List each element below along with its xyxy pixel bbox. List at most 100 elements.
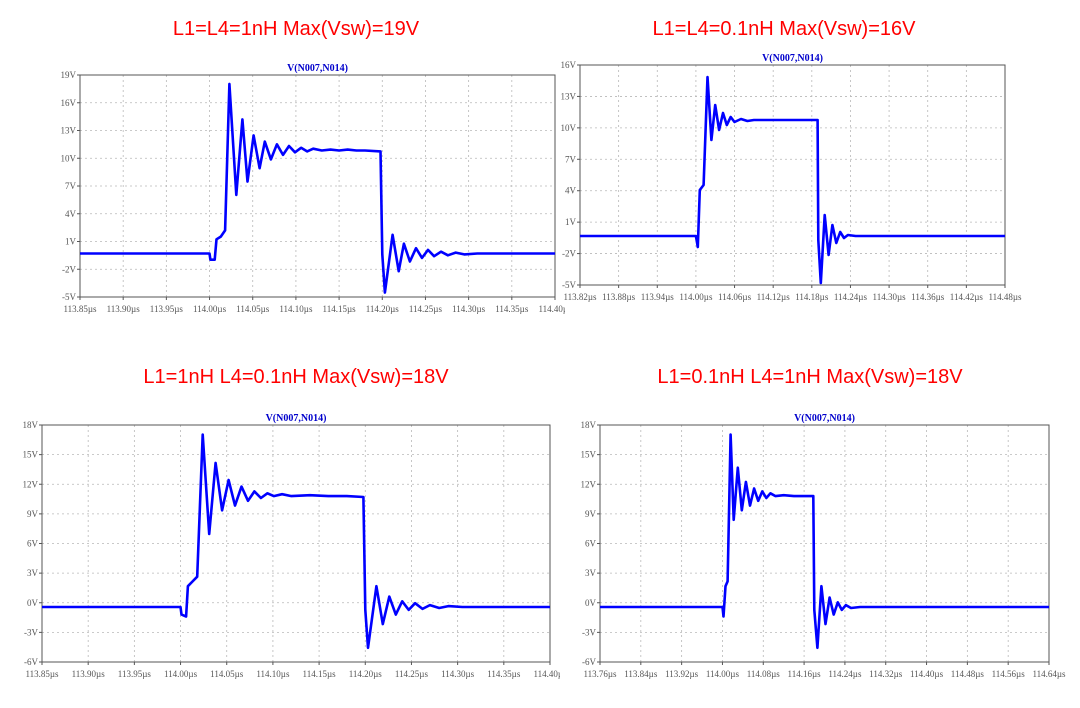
x-tick-label: 114.15µs <box>323 304 357 314</box>
signal-label: V(N007,N014) <box>762 53 823 64</box>
x-tick-label: 113.92µs <box>665 669 699 679</box>
x-tick-label: 114.12µs <box>757 292 791 302</box>
y-tick-label: 9V <box>27 509 39 519</box>
x-tick-label: 114.42µs <box>950 292 984 302</box>
y-tick-label: 9V <box>585 509 597 519</box>
y-tick-label: 7V <box>565 154 577 164</box>
x-tick-label: 114.36µs <box>911 292 945 302</box>
x-tick-label: 113.95µs <box>118 669 152 679</box>
waveform-chart: V(N007,N014) 18V 15V 12V 9V 6V 3V 0V -3V -6V 113.7… <box>581 413 1067 679</box>
x-tick-label: 114.05µs <box>236 304 270 314</box>
x-tick-label: 114.10µs <box>279 304 313 314</box>
x-tick-label: 114.30µs <box>441 669 475 679</box>
chart-heading: L1=L4=0.1nH Max(Vsw)=16V <box>652 18 916 40</box>
y-tick-label: 12V <box>581 479 597 489</box>
x-tick-label: 114.40µs <box>910 669 944 679</box>
x-tick-label: 114.24µs <box>828 669 862 679</box>
y-tick-label: 16V <box>61 98 77 108</box>
voltage-trace <box>80 82 555 294</box>
y-tick-label: 7V <box>65 181 77 191</box>
x-tick-label: 114.25µs <box>395 669 429 679</box>
x-tick-label: 114.40µs <box>538 304 565 314</box>
x-tick-label: 114.32µs <box>869 669 903 679</box>
x-tick-label: 114.24µs <box>834 292 868 302</box>
x-tick-label: 114.25µs <box>409 304 443 314</box>
chart-heading: L1=0.1nH L4=1nH Max(Vsw)=18V <box>657 366 963 388</box>
y-tick-label: 19V <box>61 70 77 80</box>
x-tick-label: 114.48µs <box>951 669 985 679</box>
x-tick-label: 114.00µs <box>679 292 713 302</box>
x-tick-label: 113.90µs <box>107 304 141 314</box>
x-tick-label: 114.35µs <box>495 304 529 314</box>
plot-frame <box>599 424 1050 663</box>
x-tick-label: 114.05µs <box>210 669 244 679</box>
waveform-chart: V(N007,N014) 16V 13V 10V 7V 4V 1V -2V -5V 113.82µ… <box>561 53 1023 302</box>
y-tick-label: -5V <box>62 292 76 302</box>
x-tick-label: 114.48µs <box>988 292 1022 302</box>
y-tick-label: 6V <box>27 539 39 549</box>
chart-heading: L1=L4=1nH Max(Vsw)=19V <box>172 18 420 40</box>
y-tick-label: 16V <box>561 60 577 70</box>
x-tick-label: 113.94µs <box>641 292 675 302</box>
y-tick-label: 13V <box>61 126 77 136</box>
plot-frame <box>579 64 1006 286</box>
signal-label: V(N007,N014) <box>794 413 855 424</box>
y-tick-label: -5V <box>562 280 576 290</box>
x-tick-label: 113.82µs <box>563 292 597 302</box>
plot-frame <box>79 74 556 298</box>
x-tick-label: 114.56µs <box>992 669 1026 679</box>
y-tick-label: 15V <box>581 450 597 460</box>
voltage-trace <box>42 433 550 650</box>
y-tick-label: 13V <box>561 91 577 101</box>
x-tick-label: 114.40µs <box>533 669 560 679</box>
x-tick-label: 114.35µs <box>487 669 521 679</box>
chart-heading: L1=1nH L4=0.1nH Max(Vsw)=18V <box>143 366 449 388</box>
voltage-trace <box>600 433 1049 650</box>
waveform-chart: V(N007,N014) 18V 15V 12V 9V 6V 3V 0V -3V -6V 113.8… <box>23 413 561 679</box>
x-tick-label: 113.88µs <box>602 292 636 302</box>
y-tick-label: -2V <box>62 264 76 274</box>
x-tick-label: 114.20µs <box>349 669 383 679</box>
x-tick-label: 114.00µs <box>706 669 740 679</box>
y-tick-label: 10V <box>561 123 577 133</box>
y-tick-label: -6V <box>24 657 38 667</box>
x-tick-label: 114.00µs <box>193 304 227 314</box>
voltage-trace <box>580 75 1005 285</box>
signal-label: V(N007,N014) <box>266 413 327 424</box>
y-tick-label: 18V <box>23 420 39 430</box>
y-tick-label: 6V <box>585 539 597 549</box>
x-tick-label: 113.85µs <box>63 304 97 314</box>
y-tick-label: 3V <box>585 568 597 578</box>
waveform-chart: V(N007,N014) 19V 16V 13V 10V 7V 4V 1V -2V -5V 113.… <box>61 63 566 314</box>
y-tick-label: 18V <box>581 420 597 430</box>
x-tick-label: 113.95µs <box>150 304 184 314</box>
y-tick-label: 4V <box>65 209 77 219</box>
y-tick-label: 0V <box>585 598 597 608</box>
y-tick-label: 1V <box>65 237 77 247</box>
y-tick-label: 12V <box>23 479 39 489</box>
signal-label: V(N007,N014) <box>287 63 348 74</box>
y-tick-label: -3V <box>24 627 38 637</box>
y-tick-label: -6V <box>582 657 596 667</box>
x-tick-label: 114.06µs <box>718 292 752 302</box>
y-tick-label: -3V <box>582 627 596 637</box>
x-tick-label: 113.90µs <box>72 669 106 679</box>
y-tick-label: 10V <box>61 153 77 163</box>
x-tick-label: 113.85µs <box>25 669 59 679</box>
x-tick-label: 114.10µs <box>256 669 290 679</box>
y-tick-label: 15V <box>23 450 39 460</box>
plot-frame <box>41 424 551 663</box>
x-tick-label: 114.30µs <box>452 304 486 314</box>
x-tick-label: 114.20µs <box>366 304 400 314</box>
y-tick-label: 1V <box>565 217 577 227</box>
y-tick-label: 0V <box>27 598 39 608</box>
x-tick-label: 113.84µs <box>624 669 658 679</box>
x-tick-label: 114.64µs <box>1032 669 1066 679</box>
y-tick-label: 3V <box>27 568 39 578</box>
x-tick-label: 114.00µs <box>164 669 198 679</box>
x-tick-label: 113.76µs <box>583 669 617 679</box>
x-tick-label: 114.08µs <box>747 669 781 679</box>
x-tick-label: 114.15µs <box>303 669 337 679</box>
x-tick-label: 114.30µs <box>873 292 907 302</box>
x-tick-label: 114.16µs <box>788 669 822 679</box>
